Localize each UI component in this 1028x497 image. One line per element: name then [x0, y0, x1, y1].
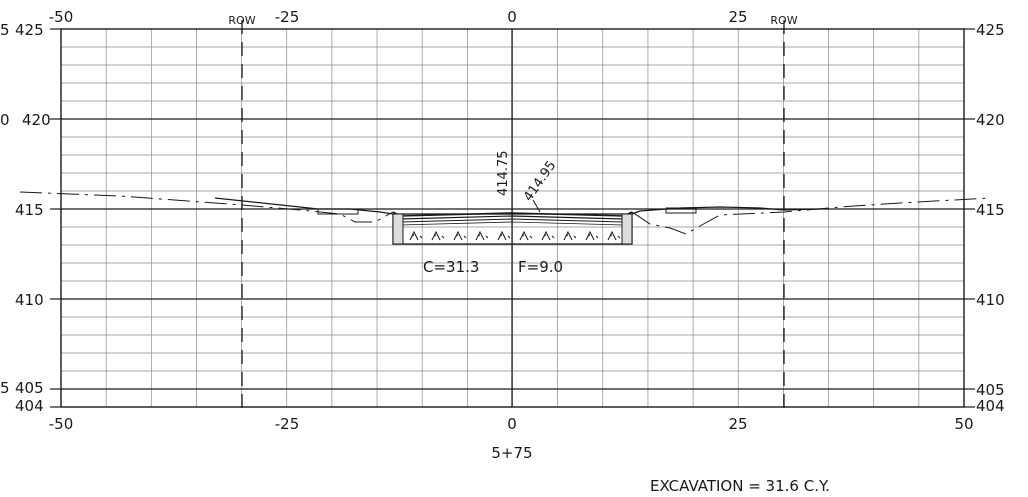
top-x-tick-25: 25 — [728, 8, 747, 26]
left-edge-fragment-3: 5 — [0, 379, 10, 397]
aggregate-mark — [475, 230, 489, 241]
elev-leader-2 — [532, 199, 541, 213]
shoulder-left — [317, 208, 359, 215]
right-y-tick-420: 420 — [976, 111, 1005, 129]
right-y-tick-410: 410 — [976, 291, 1005, 309]
roadway-section — [392, 211, 633, 245]
left-y-tick-410: 410 — [15, 291, 44, 309]
left-y-tick-420: 420 — [22, 111, 51, 129]
aggregate-mark — [563, 230, 577, 241]
left-y-tick-425: 425 — [15, 21, 44, 39]
bottom-x-tick-neg25: -25 — [275, 415, 300, 433]
left-y-tick-415: 415 — [15, 201, 44, 219]
row-label-left: ROW — [228, 14, 255, 27]
cut-label: C=31.3 — [423, 258, 479, 276]
aggregate-mark — [541, 230, 555, 241]
elev-annotation-1: 414.75 — [496, 151, 511, 197]
bottom-x-tick-0: 0 — [507, 415, 517, 433]
left-y-tick-405: 405 — [15, 379, 44, 397]
left-edge-fragment-2: 0 — [0, 111, 10, 129]
aggregate-mark — [453, 230, 467, 241]
aggregate-mark — [607, 230, 621, 241]
aggregate-mark — [519, 230, 533, 241]
left-y-tick-404: 404 — [15, 397, 44, 415]
right-y-tick-404: 404 — [976, 397, 1005, 415]
top-x-tick-0: 0 — [507, 8, 517, 26]
row-label-right: ROW — [770, 14, 797, 27]
fill-label: F=9.0 — [518, 258, 563, 276]
right-y-tick-405: 405 — [976, 381, 1005, 399]
left-edge-fragment-1: 5 — [0, 21, 10, 39]
excavation-label: EXCAVATION = 31.6 C.Y. — [650, 477, 830, 495]
aggregate-mark — [585, 230, 599, 241]
aggregate-hatch — [409, 230, 621, 241]
aggregate-mark — [409, 230, 423, 241]
station-label: 5+75 — [491, 444, 532, 462]
existing-ground-right — [631, 197, 991, 235]
bottom-x-tick-25: 25 — [728, 415, 747, 433]
shoulder-right — [665, 207, 697, 214]
right-y-tick-425: 425 — [976, 21, 1005, 39]
proposed-grade-right — [631, 206, 821, 215]
aggregate-mark — [497, 230, 511, 241]
top-x-tick-neg50: -50 — [49, 8, 74, 26]
bottom-x-tick-50: 50 — [954, 415, 973, 433]
existing-ground-left — [19, 191, 394, 223]
top-x-tick-neg25: -25 — [275, 8, 300, 26]
aggregate-mark — [431, 230, 445, 241]
y-tick-marks — [50, 28, 975, 408]
elev-annotation-2: 414.95 — [521, 158, 559, 204]
right-y-tick-415: 415 — [976, 201, 1005, 219]
bottom-x-tick-neg50: -50 — [49, 415, 74, 433]
